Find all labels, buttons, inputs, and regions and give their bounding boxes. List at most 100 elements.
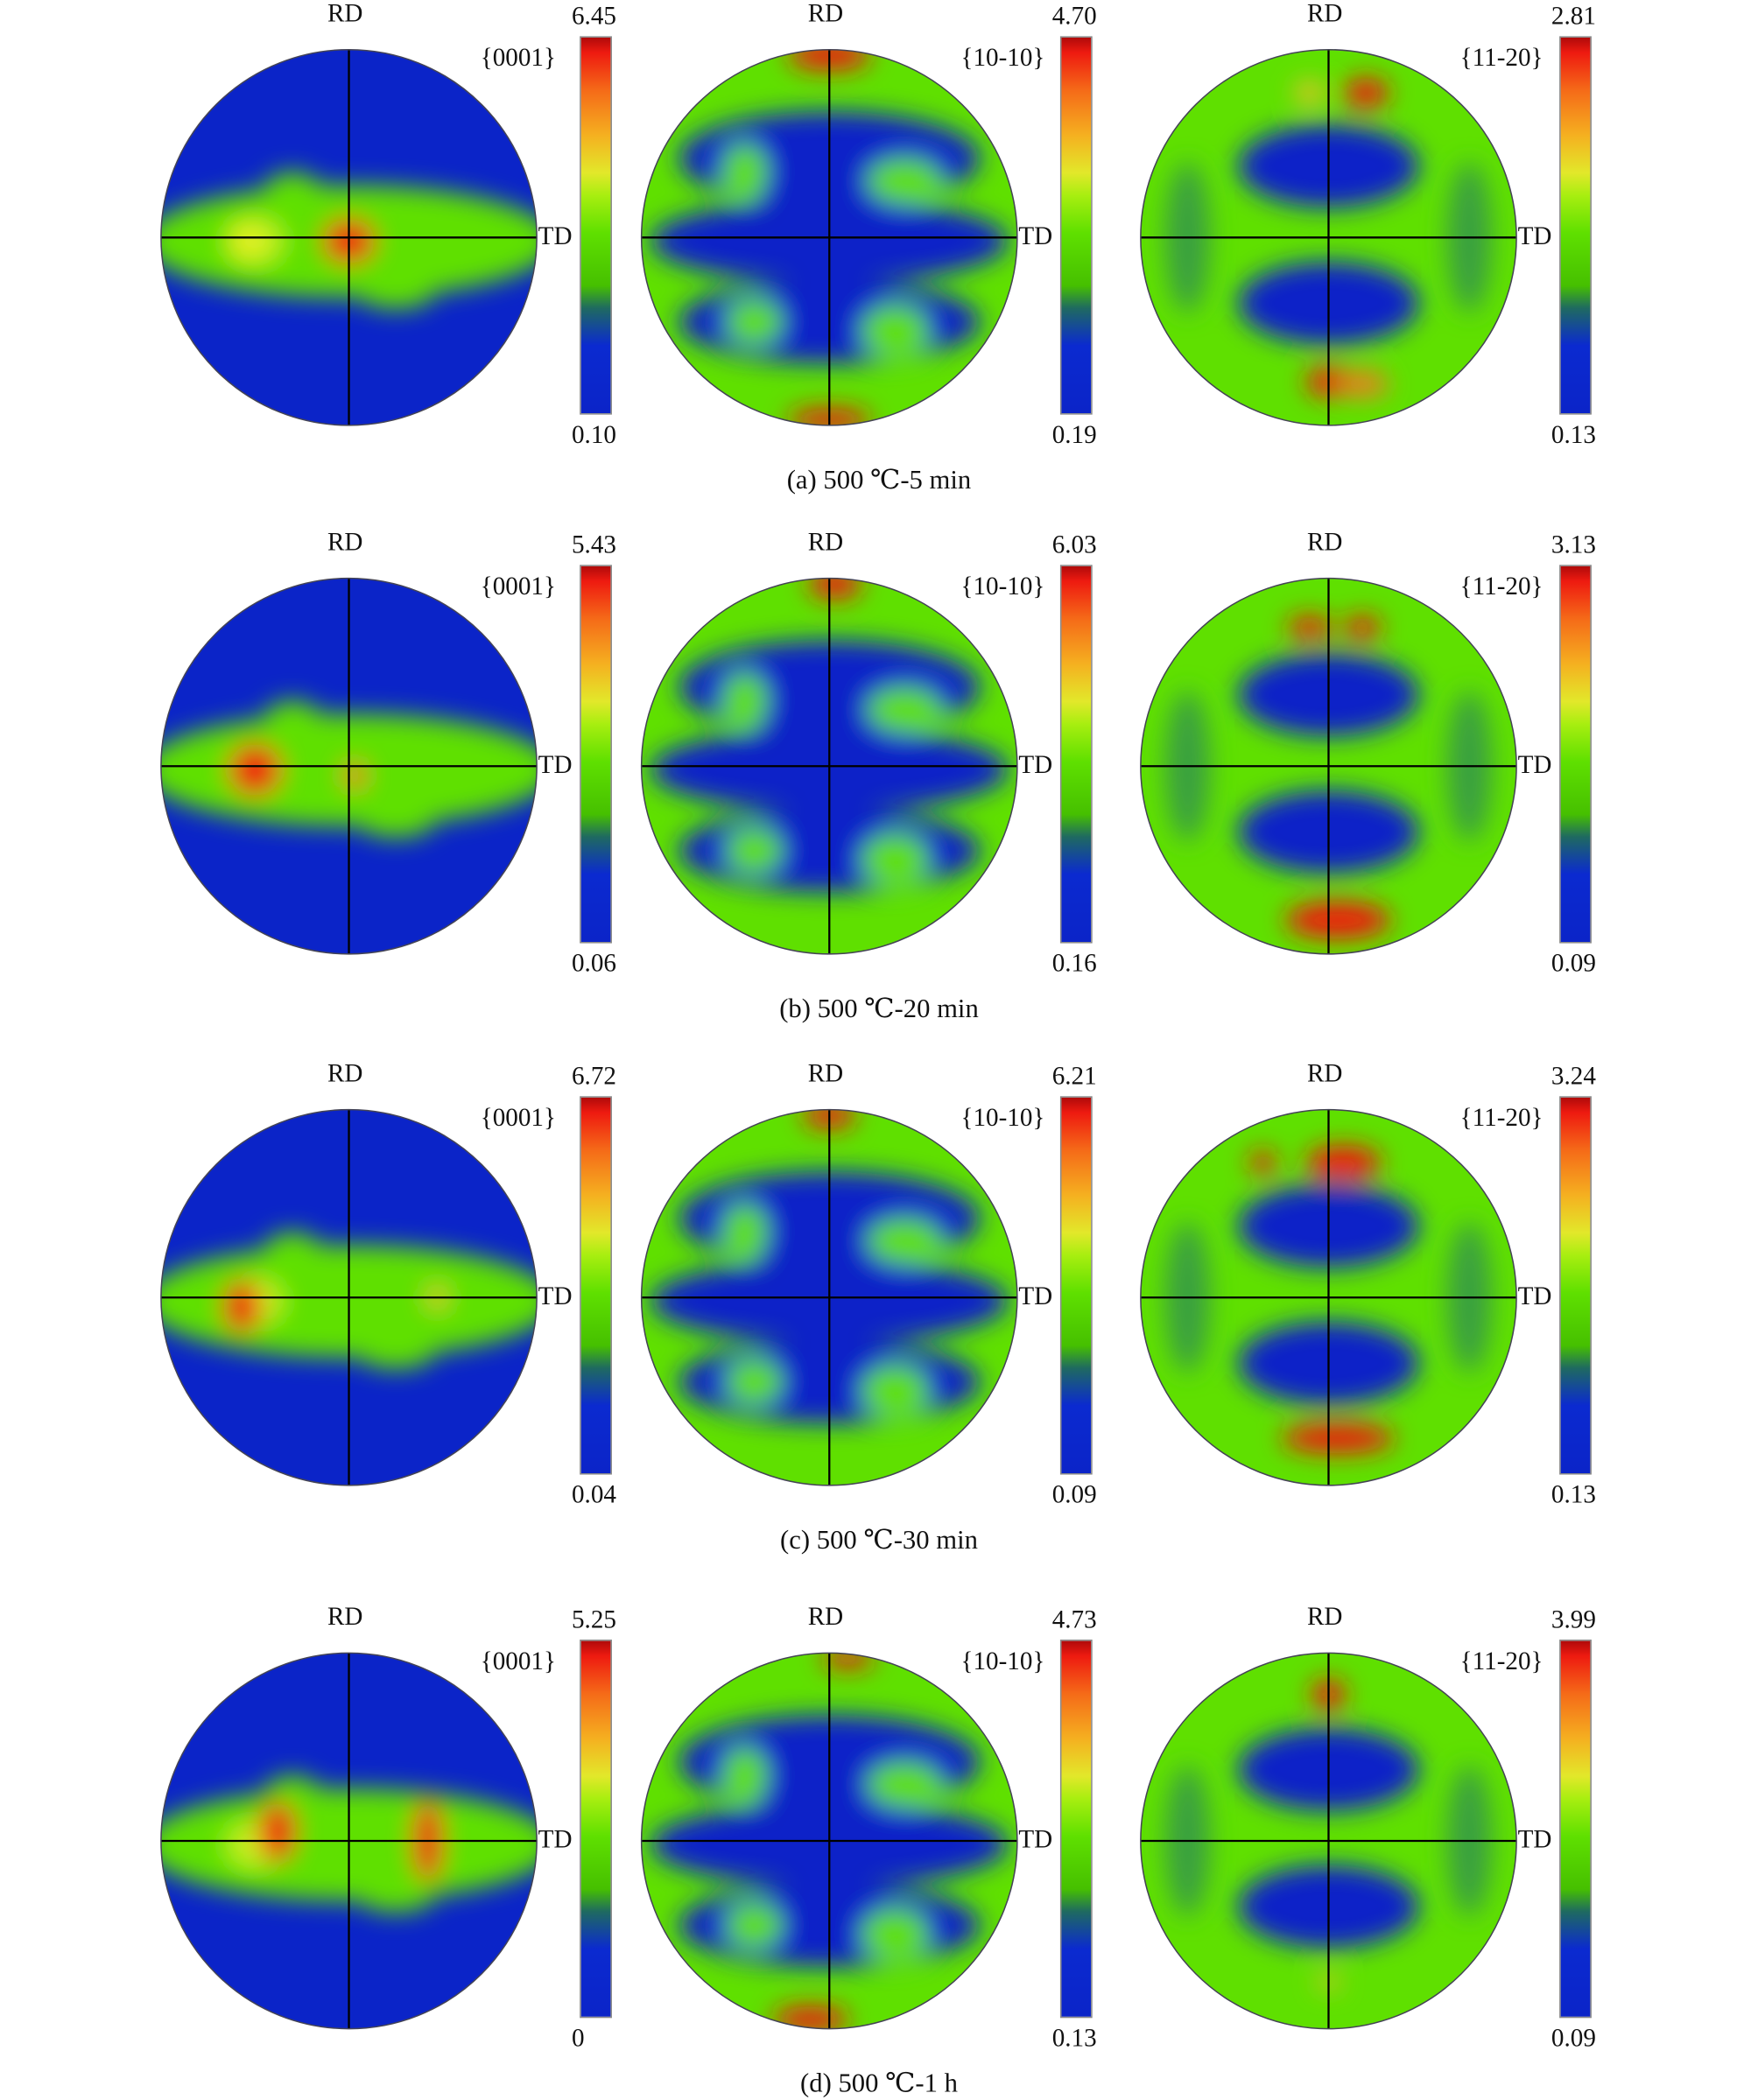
intensity-blob — [726, 1359, 783, 1405]
hotspot — [1294, 81, 1326, 104]
hotspot — [1249, 1150, 1276, 1174]
td-label: TD — [1018, 222, 1053, 251]
rd-label: RD — [807, 1059, 844, 1089]
intensity-blob — [867, 687, 943, 733]
plane-label: {11-20} — [1459, 1104, 1544, 1133]
plane-label: {0001} — [480, 1647, 556, 1676]
intensity-blob — [264, 1232, 321, 1270]
pole-figure — [640, 1652, 1018, 2030]
intensity-blob — [867, 1761, 943, 1808]
pole-figure-outline — [640, 1652, 1018, 2030]
row-caption: (b) 500 ℃-20 min — [779, 994, 979, 1024]
colorbar-max-label: 6.21 — [1051, 1062, 1097, 1092]
hotspot — [229, 743, 282, 797]
plane-label: {10-10} — [960, 1104, 1045, 1133]
intensity-blob — [358, 1882, 434, 1913]
colorbar-min-label: 0.04 — [571, 1481, 616, 1510]
intensity-blob — [264, 172, 321, 210]
colorbar — [1559, 36, 1592, 415]
td-label: TD — [1018, 1282, 1053, 1311]
plane-label: {11-20} — [1459, 572, 1544, 601]
colorbar-max-label: 4.73 — [1051, 1605, 1097, 1634]
rd-label: RD — [807, 1603, 844, 1632]
pole-figure-outline — [160, 1652, 538, 2030]
pole-figure-outline — [640, 1108, 1018, 1486]
pole-figure-outline — [160, 1108, 538, 1486]
intensity-blob — [861, 1365, 930, 1418]
hotspot — [808, 578, 861, 600]
colorbar-max-label: 3.24 — [1551, 1062, 1596, 1092]
intensity-blob — [264, 700, 321, 739]
intensity-blob — [358, 807, 434, 838]
row-caption: (d) 500 ℃-1 h — [800, 2068, 958, 2099]
colorbar-min-label: 0.16 — [1051, 950, 1097, 979]
colorbar-max-label: 3.99 — [1551, 1605, 1596, 1634]
td-label: TD — [538, 222, 573, 251]
colorbar — [1059, 36, 1093, 415]
colorbar-min-label: 0.10 — [571, 421, 616, 450]
intensity-blob — [861, 305, 930, 358]
row-caption: (a) 500 ℃-5 min — [786, 465, 972, 495]
colorbar-min-label: 0.09 — [1551, 950, 1596, 979]
pole-figure-outline — [640, 48, 1018, 426]
colorbar — [580, 36, 612, 415]
intensity-blob — [726, 828, 783, 874]
colorbar-max-label: 2.81 — [1551, 3, 1596, 32]
plane-label: {11-20} — [1459, 44, 1544, 73]
intensity-blob — [867, 158, 943, 204]
colorbar-min-label: 0.13 — [1551, 421, 1596, 450]
td-label: TD — [538, 751, 573, 780]
td-label: TD — [538, 1826, 573, 1855]
td-label: TD — [1018, 751, 1053, 780]
plane-label: {11-20} — [1459, 1647, 1544, 1676]
pole-figure — [1140, 577, 1517, 955]
colorbar — [1559, 565, 1592, 944]
rd-label: RD — [327, 1059, 363, 1089]
hotspot — [258, 1801, 297, 1862]
intensity-blob — [861, 833, 930, 887]
pole-figure — [160, 1652, 538, 2030]
colorbar-max-label: 6.72 — [571, 1062, 616, 1092]
intensity-blob — [726, 299, 783, 345]
colorbar-min-label: 0.06 — [571, 950, 616, 979]
td-label: TD — [1517, 1282, 1552, 1311]
pole-figure — [160, 48, 538, 426]
rd-label: RD — [327, 1603, 363, 1632]
colorbar — [1559, 1640, 1592, 2019]
intensity-blob — [721, 1746, 768, 1804]
colorbar — [1059, 1096, 1093, 1475]
intensity-blob — [721, 144, 768, 200]
row-caption: (c) 500 ℃-30 min — [780, 1525, 978, 1556]
colorbar-min-label: 0.09 — [1051, 1481, 1097, 1510]
pole-figure — [1140, 1108, 1517, 1486]
pole-figure — [640, 577, 1018, 955]
pole-figure — [160, 1108, 538, 1486]
intensity-blob — [867, 1219, 943, 1264]
intensity-blob — [721, 1203, 768, 1261]
colorbar-min-label: 0.13 — [1051, 2024, 1097, 2054]
pole-figure-outline — [1140, 1108, 1517, 1486]
colorbar-min-label: 0 — [571, 2024, 585, 2054]
colorbar-max-label: 3.13 — [1551, 530, 1596, 560]
intensity-blob — [861, 1908, 930, 1962]
colorbar-max-label: 4.70 — [1051, 3, 1097, 32]
td-label: TD — [538, 1282, 573, 1311]
hotspot — [1343, 615, 1382, 639]
hotspot — [1281, 1422, 1395, 1454]
pole-figure-outline — [1140, 48, 1517, 426]
td-label: TD — [1517, 222, 1552, 251]
pole-figure-outline — [640, 577, 1018, 955]
intensity-blob — [358, 278, 434, 309]
rd-label: RD — [807, 0, 844, 29]
rd-label: RD — [1306, 1603, 1343, 1632]
td-label: TD — [1517, 751, 1552, 780]
hotspot — [1285, 901, 1391, 939]
rd-label: RD — [327, 528, 363, 558]
td-label: TD — [1517, 1826, 1552, 1855]
pole-figure-outline — [1140, 1652, 1517, 2030]
colorbar-min-label: 0.09 — [1551, 2024, 1596, 2054]
rd-label: RD — [327, 0, 363, 29]
pole-figure — [160, 577, 538, 955]
plane-label: {0001} — [480, 572, 556, 601]
